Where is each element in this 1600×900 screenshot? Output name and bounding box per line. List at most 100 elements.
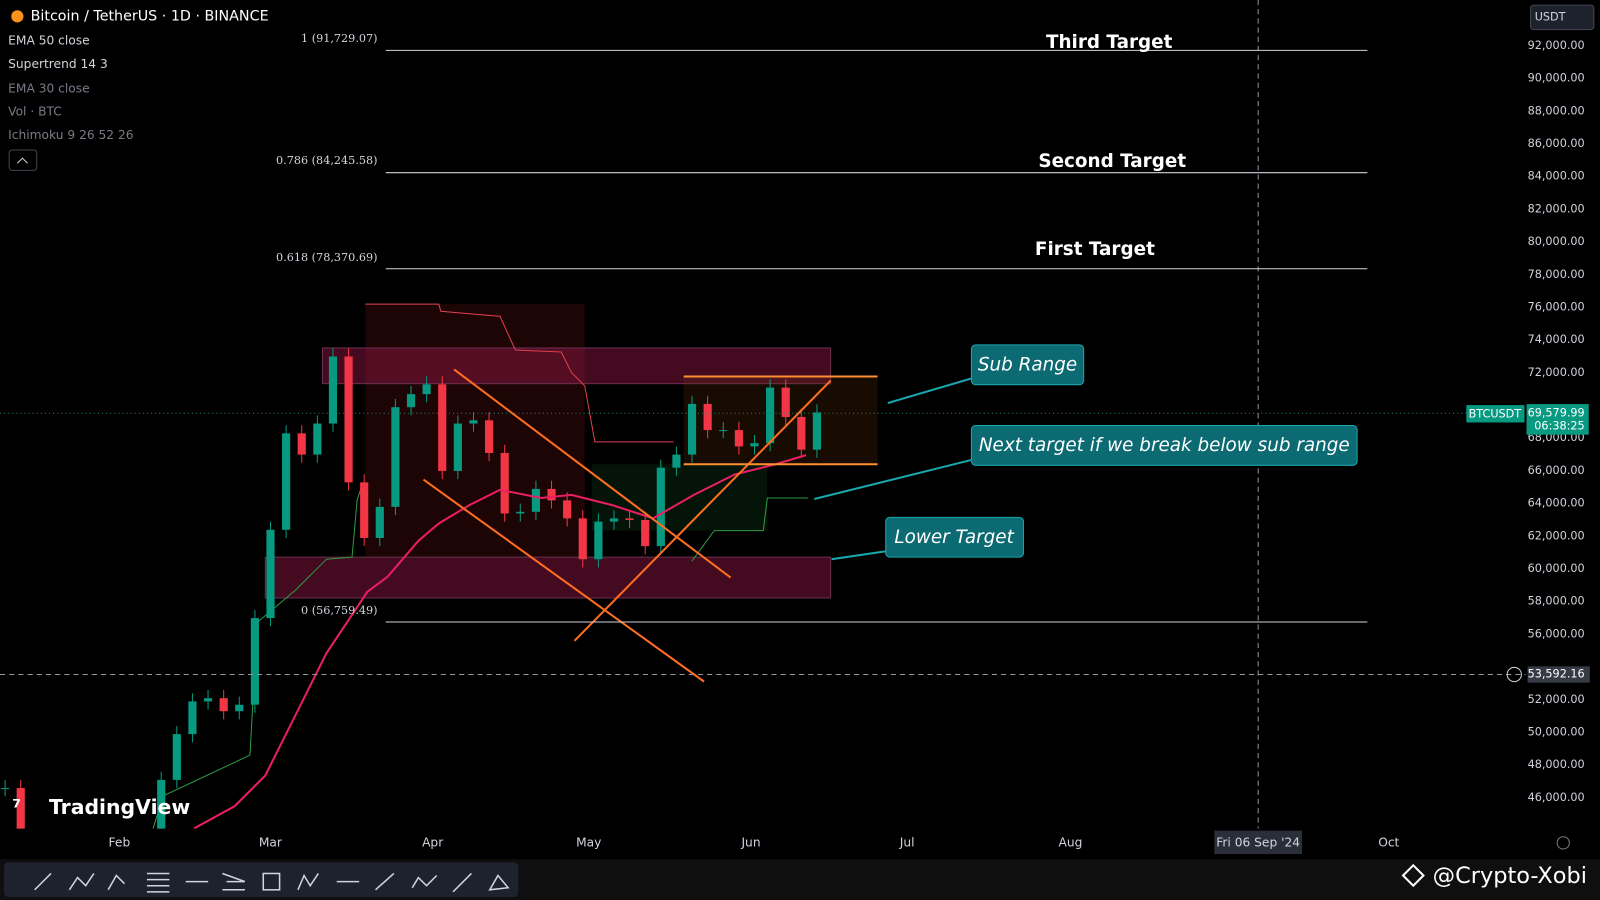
fib-label: 0.786 (84,245.58) (276, 154, 378, 167)
crosshair-price: 53,592.16 (1528, 667, 1585, 680)
watermark: TradingView (49, 795, 190, 819)
candle (797, 416, 806, 450)
last-price-tag (1526, 404, 1589, 435)
fib-levels: 1 (91,729.07) Third Target 0.786 (84,245.5… (276, 32, 1368, 623)
tool[interactable] (452, 872, 472, 893)
indicator: EMA 30 close (8, 81, 90, 95)
pointer (831, 550, 888, 561)
price-label: 86,000.00 (1528, 137, 1585, 150)
candle (703, 403, 712, 431)
candle (422, 384, 431, 395)
symbol-tag-text: BTCUSDT (1469, 407, 1522, 420)
candle (453, 423, 462, 471)
callout-box (970, 344, 1085, 386)
pointer (814, 458, 975, 500)
ema-line (193, 454, 807, 829)
candle (641, 519, 650, 547)
indicator: Supertrend 14 3 (8, 57, 108, 71)
price-label: 88,000.00 (1528, 104, 1585, 117)
price-label: 84,000.00 (1528, 170, 1585, 183)
price-label: 90,000.00 (1528, 72, 1585, 85)
candle (328, 356, 338, 424)
fib-label: 0 (56,759.49) (301, 604, 378, 617)
sub-range (683, 376, 878, 465)
candle (235, 704, 244, 712)
candle (250, 618, 259, 705)
callouts: Sub Range Next target if we break below … (814, 344, 1358, 561)
time-label: Aug (1058, 835, 1082, 849)
candle (219, 698, 228, 712)
fib-label: 0.618 (78,370.69) (276, 251, 378, 264)
tool[interactable] (34, 872, 52, 891)
chevron (16, 157, 28, 164)
tool[interactable] (107, 874, 126, 891)
candle (469, 420, 478, 424)
price-label: 52,000.00 (1528, 693, 1585, 706)
add-button[interactable] (1506, 666, 1522, 683)
candle (812, 412, 822, 450)
price-label: 74,000.00 (1528, 333, 1585, 346)
supertrend-up-2 (691, 497, 809, 562)
candle (203, 698, 213, 702)
candle (297, 433, 306, 455)
last-price: 69,579.99 (1528, 406, 1585, 419)
collapse-button[interactable] (8, 149, 38, 171)
tool[interactable] (262, 872, 281, 891)
candle (172, 734, 181, 780)
tool[interactable] (297, 873, 320, 891)
toolbar-icons (34, 872, 510, 893)
candle (313, 423, 322, 455)
candle (578, 518, 587, 560)
callout-text: Sub Range (978, 354, 1077, 375)
candle (485, 420, 494, 453)
price-label: 62,000.00 (1528, 529, 1585, 542)
time-label: May (576, 835, 601, 849)
credit-logo (1401, 863, 1425, 888)
currency: USDT (1535, 10, 1566, 23)
crosshair-date-tag (1214, 830, 1303, 855)
candle (594, 521, 603, 560)
candle (375, 506, 384, 538)
symbol-title: Bitcoin / TetherUS · 1D · BINANCE (31, 8, 269, 24)
tool[interactable] (411, 874, 438, 889)
tool[interactable] (375, 872, 395, 891)
coin-icon (11, 10, 24, 23)
price-label: 78,000.00 (1528, 268, 1585, 281)
candle (531, 488, 540, 512)
callout-text: Lower Target (894, 527, 1014, 548)
tool[interactable] (222, 872, 246, 891)
tool[interactable] (488, 874, 510, 891)
candle (625, 518, 634, 520)
candle (500, 452, 509, 514)
time-axis: Fri 06 Sep '24 Feb Mar Apr May Jun Jul Aug Oct (109, 830, 1570, 855)
candle (609, 518, 619, 522)
trend-line (573, 379, 832, 642)
price-label: 76,000.00 (1528, 300, 1585, 313)
candle (16, 788, 25, 829)
candle (750, 443, 759, 447)
price-label: 66,000.00 (1528, 464, 1585, 477)
legend: Bitcoin / TetherUS · 1D · BINANCE EMA 50… (8, 8, 269, 171)
tool[interactable] (68, 873, 95, 891)
drawing-toolbar (4, 862, 519, 897)
tool[interactable] (146, 872, 170, 893)
fib-label: 1 (91,729.07) (301, 32, 378, 45)
time-label: Apr (422, 835, 444, 849)
time-label: Feb (109, 835, 131, 849)
currency-button[interactable] (1530, 4, 1595, 31)
price-label: 72,000.00 (1528, 366, 1585, 379)
time-label: Jul (899, 835, 915, 849)
pointer (887, 376, 975, 405)
price-label: 58,000.00 (1528, 595, 1585, 608)
settings[interactable] (1556, 836, 1570, 850)
candles (1, 348, 822, 829)
callout-box (970, 425, 1358, 466)
price-label: 64,000.00 (1528, 497, 1585, 510)
candle (734, 430, 743, 447)
price-label: 56,000.00 (1528, 627, 1585, 640)
countdown: 06:38:25 (1534, 420, 1584, 433)
candle (656, 467, 665, 547)
credit: @Crypto-Xobi (1433, 863, 1587, 889)
